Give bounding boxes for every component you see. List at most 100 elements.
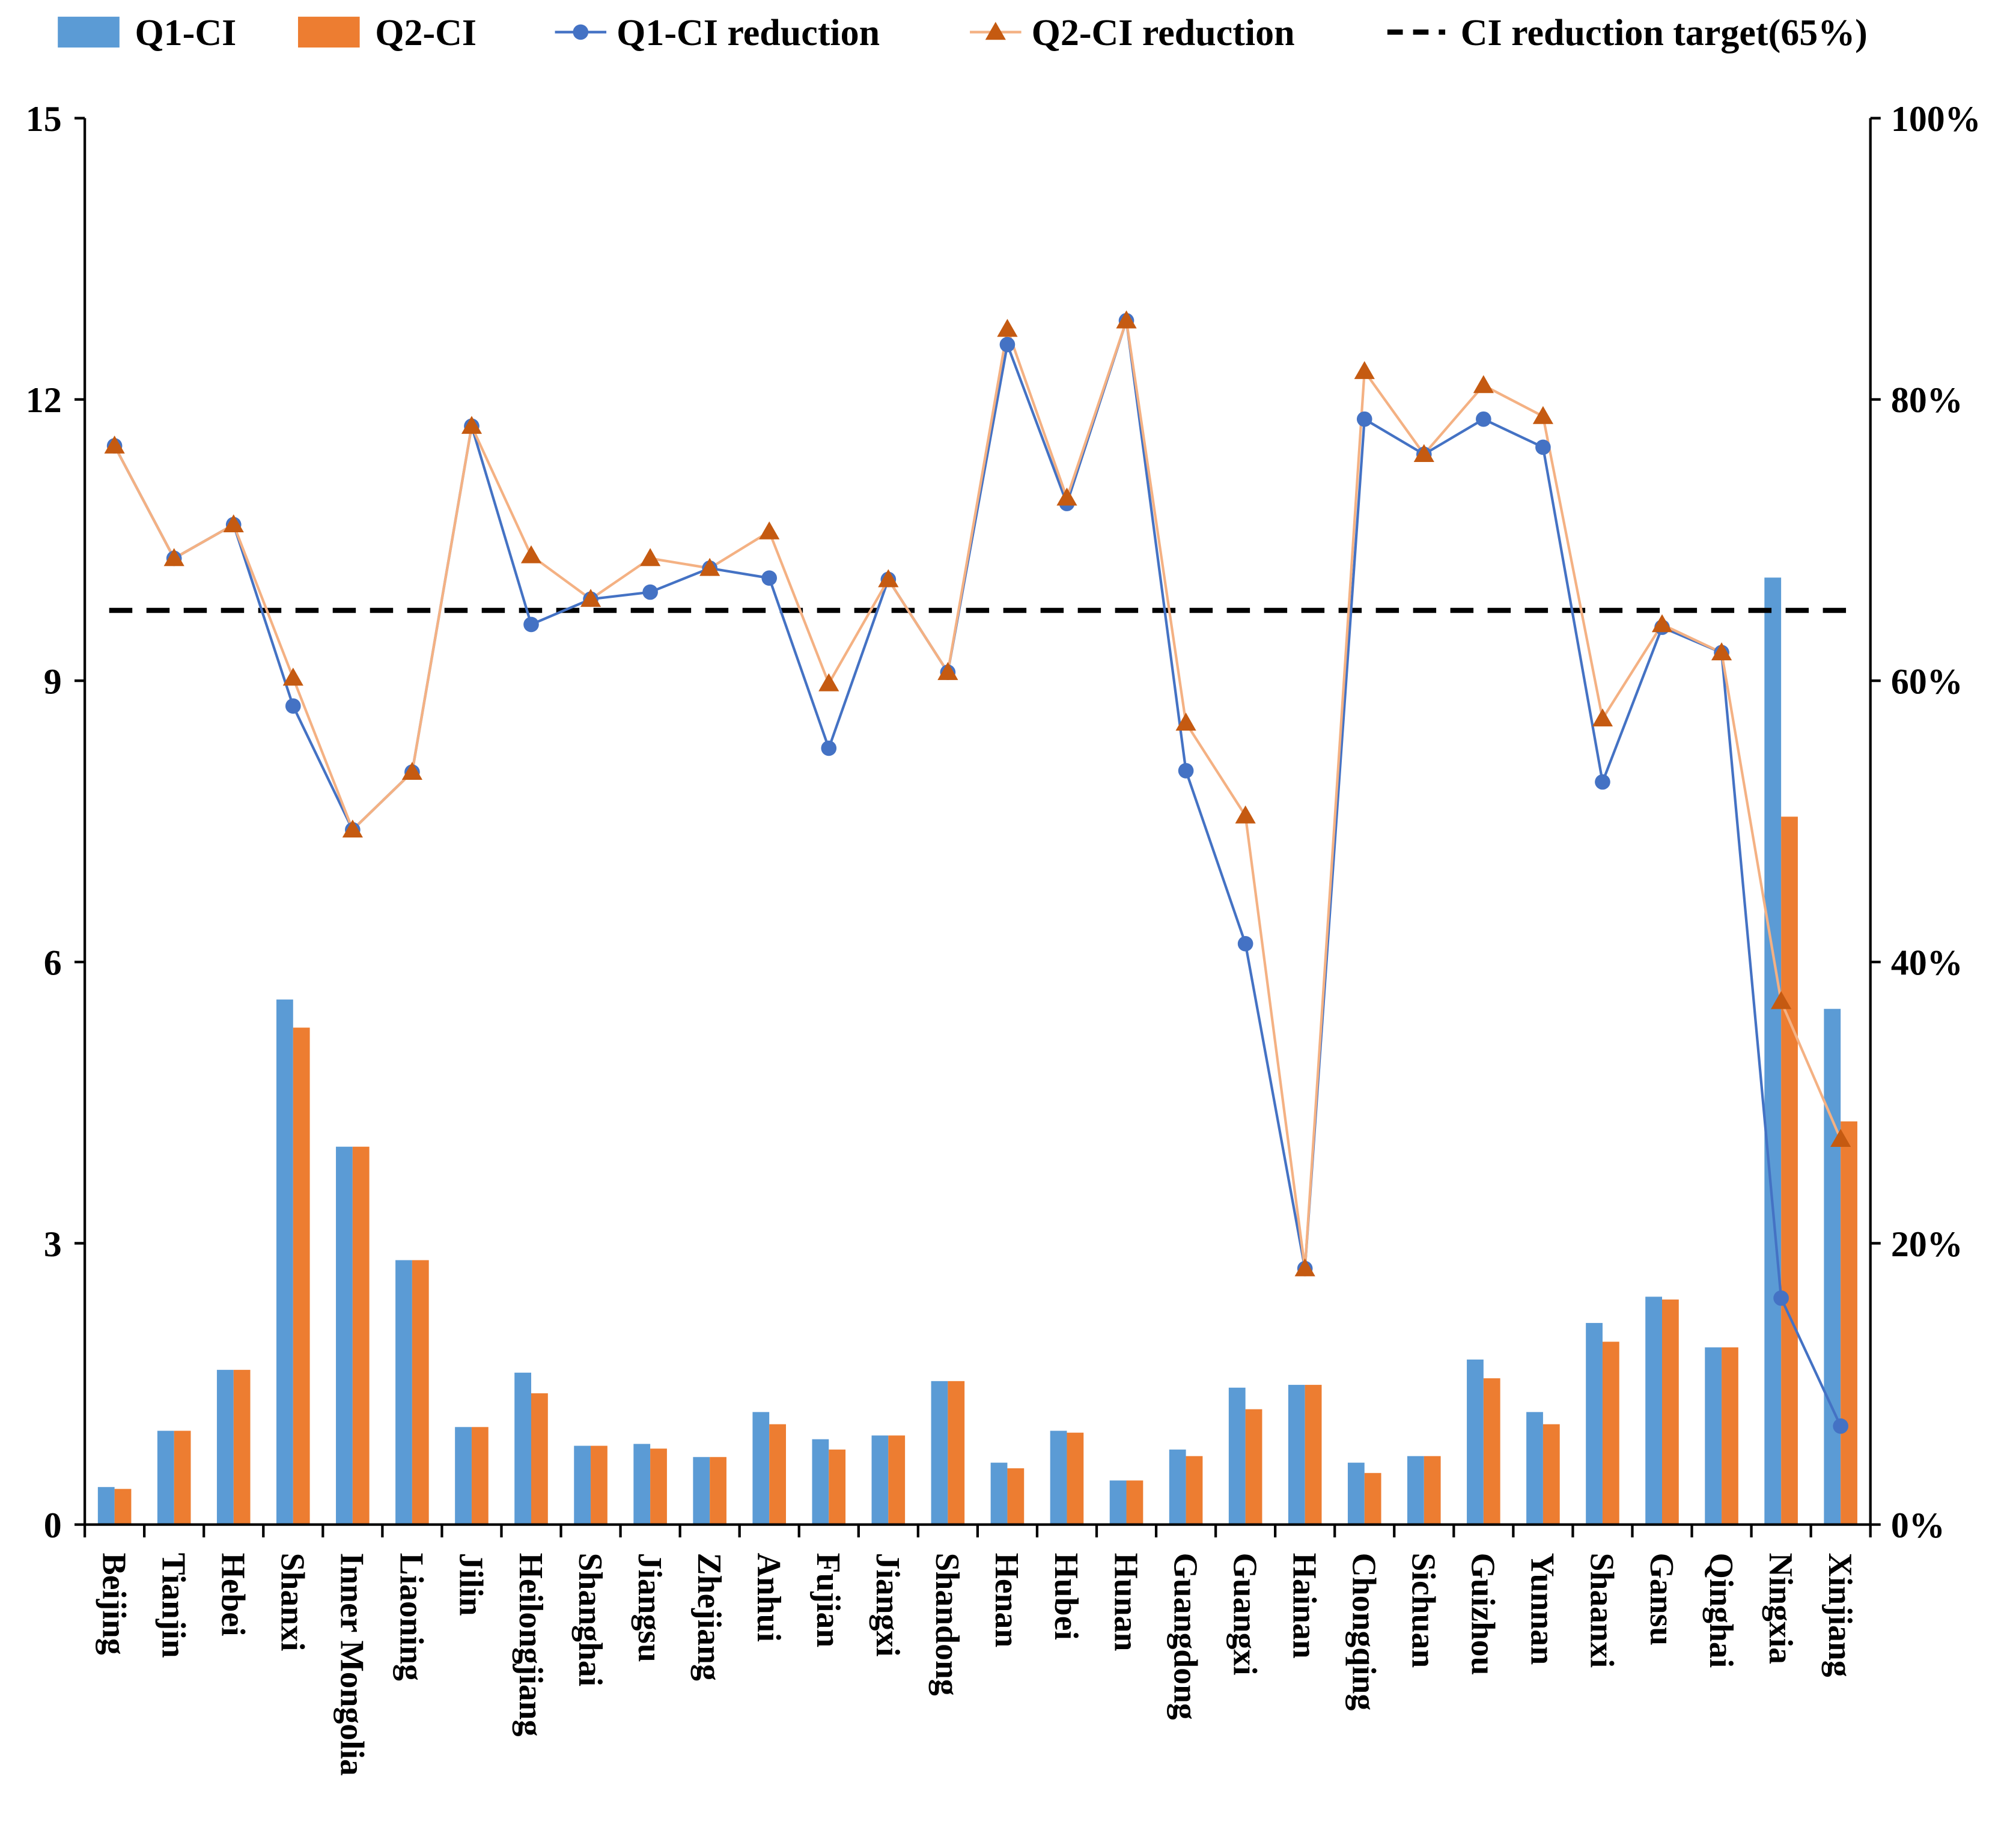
point-q2-ci-reduction-gansu [1651, 614, 1673, 633]
point-q2-ci-reduction-henan [997, 318, 1018, 337]
category-label-beijing: Beijing [95, 1553, 132, 1655]
bar-q1-ci-guangdong [1169, 1449, 1186, 1525]
point-q2-ci-reduction-anhui [759, 521, 780, 540]
bar-q1-ci-henan [990, 1462, 1008, 1525]
point-q1-ci-reduction-henan [999, 336, 1016, 353]
point-q2-ci-reduction-zhejiang [699, 558, 720, 576]
point-q2-ci-reduction-heilongjiang [520, 545, 542, 564]
bar-q1-ci-fujian [812, 1439, 829, 1525]
category-label-liaoning: Liaoning [393, 1553, 430, 1681]
legend-label-q1-ci: Q1-CI [135, 13, 236, 53]
category-label-zhejiang: Zhejiang [690, 1553, 728, 1681]
bar-q1-ci-xinjiang [1824, 1009, 1841, 1525]
bar-q1-ci-hubei [1050, 1430, 1067, 1525]
bar-q2-ci-shaanxi [1602, 1342, 1619, 1525]
legend-label-q2-ci-reduction: Q2-CI reduction [1032, 13, 1295, 53]
category-label-henan: Henan [988, 1553, 1025, 1648]
bar-q2-ci-shanxi [293, 1027, 310, 1525]
bar-q2-ci-beijing [114, 1489, 132, 1525]
point-q2-ci-reduction-guangxi [1235, 805, 1256, 824]
category-label-hubei: Hubei [1047, 1553, 1085, 1640]
category-label-shanxi: Shanxi [274, 1553, 311, 1652]
bar-q1-ci-guangxi [1228, 1387, 1246, 1525]
point-q2-ci-reduction-hunan [1116, 310, 1137, 329]
axes: 0 3 6 9 12 15 0% 20% 40% 60% 80% 100% [26, 99, 1981, 1545]
point-q2-ci-reduction-hebei [223, 514, 244, 533]
legend-marker-q2-ci-reduction [985, 22, 1006, 40]
legend-item-q2-ci[interactable]: Q2-CI [297, 13, 477, 53]
legend-label-q2-ci: Q2-CI [375, 13, 477, 53]
category-label-ningxia: Ningxia [1762, 1553, 1799, 1664]
bar-q1-ci-inner-mongolia [336, 1146, 353, 1525]
bar-q2-ci-inner-mongolia [352, 1146, 370, 1525]
bar-q1-ci-hunan [1109, 1480, 1127, 1525]
bar-q1-ci-sichuan [1407, 1456, 1424, 1525]
category-label-chongqing: Chongqing [1345, 1553, 1383, 1711]
point-q2-ci-reduction-shanxi [282, 667, 303, 686]
point-q2-ci-reduction-yunnan [1532, 406, 1554, 424]
line-series-group [104, 310, 1851, 1434]
left-tick-label: 3 [44, 1224, 62, 1264]
left-tick-label: 15 [26, 99, 62, 139]
legend-item-q2-ci-reduction[interactable]: Q2-CI reduction [970, 13, 1295, 53]
left-tick-label: 0 [44, 1506, 62, 1545]
legend-label-q1-ci-reduction: Q1-CI reduction [617, 13, 880, 53]
point-q1-ci-reduction-heilongjiang [523, 616, 539, 633]
right-tick-label: 60% [1891, 661, 1963, 701]
bar-q1-ci-tianjin [157, 1430, 174, 1525]
legend-swatch-q2-ci [297, 16, 360, 48]
point-q2-ci-reduction-jiangxi [878, 569, 899, 588]
bar-q2-ci-fujian [829, 1449, 846, 1525]
bar-q1-ci-jiangsu [633, 1444, 651, 1525]
legend-item-q1-ci-reduction[interactable]: Q1-CI reduction [555, 13, 880, 53]
category-label-shaanxi: Shaanxi [1583, 1553, 1621, 1668]
category-label-sichuan: Sichuan [1405, 1553, 1442, 1668]
right-tick-label: 20% [1891, 1224, 1963, 1264]
bar-q2-ci-tianjin [174, 1430, 191, 1525]
category-label-guangxi: Guangxi [1226, 1553, 1263, 1676]
category-label-qinghai: Qinghai [1702, 1553, 1740, 1668]
bar-q2-ci-shandong [948, 1381, 965, 1525]
category-label-fujian: Fujian [809, 1553, 847, 1648]
point-q1-ci-reduction-shanxi [285, 698, 301, 714]
bar-q1-ci-chongqing [1347, 1462, 1365, 1525]
category-label-inner-mongolia: Inner Mongolia [333, 1553, 371, 1776]
point-q2-ci-reduction-hubei [1056, 487, 1077, 506]
bar-q1-ci-shanghai [574, 1445, 591, 1525]
point-q1-ci-reduction-fujian [821, 740, 837, 756]
point-q1-ci-reduction-anhui [761, 570, 778, 586]
point-q1-ci-reduction-chongqing [1356, 411, 1372, 427]
bar-q2-ci-jiangxi [888, 1435, 906, 1525]
bar-q1-ci-ningxia [1764, 577, 1782, 1525]
bar-q1-ci-shandong [931, 1381, 948, 1525]
bar-q1-ci-hebei [216, 1370, 234, 1525]
bar-q2-ci-jilin [471, 1427, 489, 1525]
bar-q1-ci-anhui [752, 1412, 770, 1525]
bar-q2-ci-qinghai [1722, 1347, 1738, 1525]
legend-item-ci-reduction-target-65[interactable]: CI reduction target(65%) [1387, 13, 1868, 53]
point-q1-ci-reduction-xinjiang [1833, 1418, 1848, 1434]
line-q1-ci-reduction [113, 320, 1842, 1427]
point-q2-ci-reduction-jilin [461, 416, 483, 434]
category-label-shanghai: Shanghai [571, 1553, 609, 1686]
bar-q2-ci-hubei [1067, 1432, 1084, 1525]
point-q2-ci-reduction-hainan [1294, 1258, 1315, 1277]
legend-item-q1-ci[interactable]: Q1-CI [58, 13, 236, 53]
point-q2-ci-reduction-qinghai [1711, 642, 1732, 661]
category-label-hebei: Hebei [214, 1553, 251, 1637]
bar-q2-ci-gansu [1662, 1299, 1679, 1525]
point-q2-ci-reduction-liaoning [401, 762, 422, 780]
bar-q2-ci-jiangsu [650, 1448, 667, 1525]
point-q2-ci-reduction-shandong [937, 661, 958, 680]
bar-q1-ci-yunnan [1526, 1412, 1543, 1525]
right-tick-label: 0% [1891, 1506, 1945, 1545]
right-tick-label: 80% [1891, 380, 1963, 420]
bar-q2-ci-guangdong [1186, 1456, 1203, 1525]
bar-q2-ci-guangxi [1245, 1409, 1262, 1525]
point-q2-ci-reduction-ningxia [1771, 991, 1792, 1009]
point-q2-ci-reduction-chongqing [1354, 360, 1375, 379]
bar-q1-ci-beijing [97, 1487, 115, 1525]
line-q2-ci-reduction [113, 320, 1842, 1269]
bar-q1-ci-jiangxi [871, 1435, 889, 1525]
